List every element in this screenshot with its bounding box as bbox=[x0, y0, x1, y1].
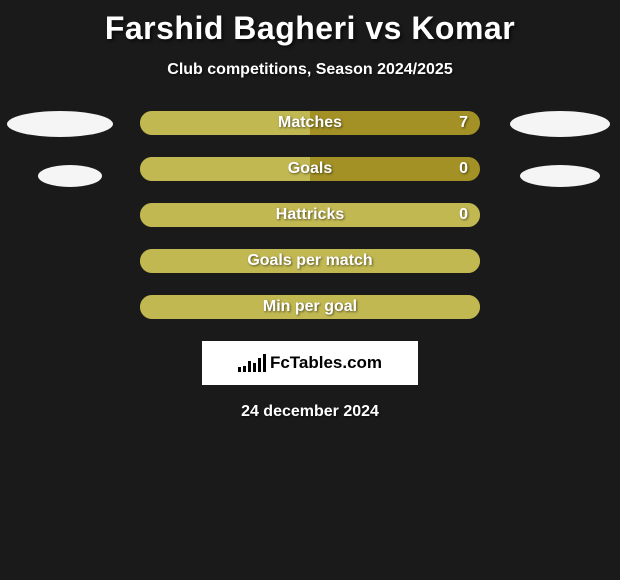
stat-bar: Goals per match bbox=[140, 249, 480, 273]
comparison-chart: Matches 7 Goals 0 Hattricks 0 Goals per match M… bbox=[0, 111, 620, 319]
decorative-ellipse bbox=[520, 165, 600, 187]
page-title: Farshid Bagheri vs Komar bbox=[0, 0, 620, 47]
bar-value: 0 bbox=[459, 160, 468, 178]
bar-label: Hattricks bbox=[276, 206, 344, 224]
bar-fill-left bbox=[140, 157, 310, 181]
logo-bars-icon bbox=[238, 354, 266, 372]
bar-label: Goals per match bbox=[247, 252, 372, 270]
stat-bar: Goals 0 bbox=[140, 157, 480, 181]
stat-bar: Matches 7 bbox=[140, 111, 480, 135]
fctables-logo: FcTables.com bbox=[238, 353, 382, 373]
bar-label: Matches bbox=[278, 114, 342, 132]
stat-bar: Hattricks 0 bbox=[140, 203, 480, 227]
decorative-ellipse bbox=[38, 165, 102, 187]
bar-value: 7 bbox=[459, 114, 468, 132]
date-line: 24 december 2024 bbox=[0, 403, 620, 421]
decorative-ellipse bbox=[510, 111, 610, 137]
logo-text: FcTables.com bbox=[270, 353, 382, 373]
subtitle: Club competitions, Season 2024/2025 bbox=[0, 61, 620, 79]
decorative-ellipse bbox=[7, 111, 113, 137]
logo-box: FcTables.com bbox=[202, 341, 418, 385]
bar-label: Goals bbox=[288, 160, 332, 178]
stat-bar: Min per goal bbox=[140, 295, 480, 319]
bar-label: Min per goal bbox=[263, 298, 357, 316]
bar-value: 0 bbox=[459, 206, 468, 224]
